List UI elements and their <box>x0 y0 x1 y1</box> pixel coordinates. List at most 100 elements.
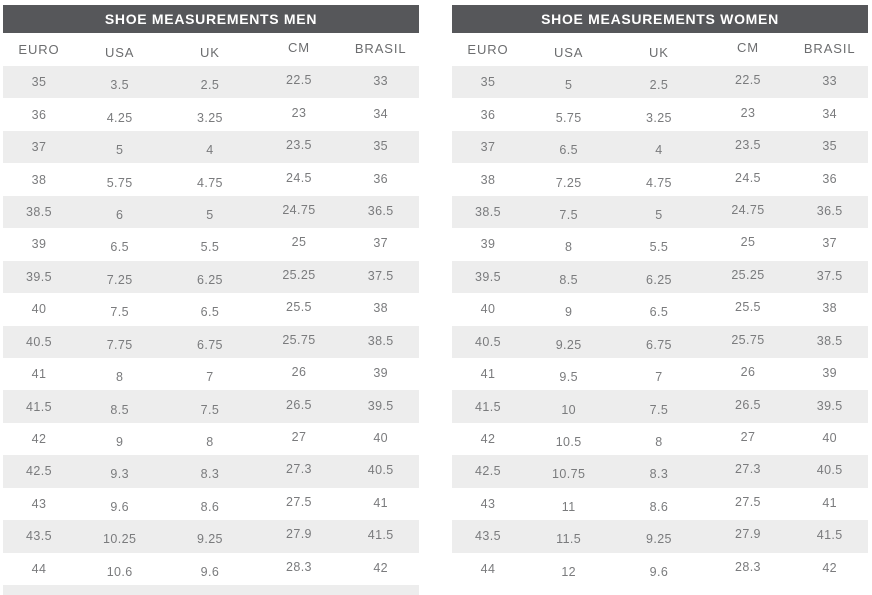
cell-usa: 10.75 <box>552 467 586 482</box>
cell-cm: 27.3 <box>285 462 312 477</box>
cell-usa: 5 <box>564 78 573 93</box>
cell-cm: 25.5 <box>285 300 312 315</box>
cell-cm: 22.5 <box>285 73 312 88</box>
cell-euro: 38 <box>480 172 496 187</box>
cell-uk: 2.5 <box>649 78 669 93</box>
cell-euro: 40.5 <box>475 334 501 349</box>
table-row: 43 11 8.6 27.5 41 <box>452 488 868 520</box>
cell-cm: 24.75 <box>282 202 316 217</box>
cell-euro: 39 <box>480 237 496 252</box>
cell-brasil: 40 <box>373 431 389 446</box>
cell-brasil: 38.5 <box>816 333 843 348</box>
cell-uk: 7.5 <box>200 402 220 417</box>
table-row: 42 10.5 8 27 40 <box>452 423 868 455</box>
table-title-men: SHOE MEASUREMENTS MEN <box>3 5 419 33</box>
cell-cm: 25 <box>740 235 756 250</box>
cell-uk: 8.3 <box>649 467 669 482</box>
cell-uk: 2.5 <box>200 78 220 93</box>
cell-brasil: 33 <box>373 74 389 89</box>
cell-cm: 25.75 <box>731 332 765 347</box>
cell-euro: 38.5 <box>475 204 501 219</box>
column-header-cm: CM <box>736 40 759 55</box>
partial-next-row <box>3 585 419 595</box>
cell-euro: 39 <box>31 237 47 252</box>
cell-euro: 41.5 <box>26 399 52 414</box>
cell-uk: 6.75 <box>196 337 223 352</box>
cell-brasil: 36.5 <box>367 203 394 218</box>
cell-cm: 27 <box>291 430 307 445</box>
table-row: 37 5 4 23.5 35 <box>3 130 419 164</box>
cell-brasil: 38.5 <box>367 333 394 348</box>
cell-usa: 11 <box>561 499 576 514</box>
cell-cm: 23.5 <box>285 138 312 153</box>
cell-brasil: 34 <box>822 106 838 121</box>
table-row: 39.5 7.25 6.25 25.25 37.5 <box>3 260 419 294</box>
table-title-women: SHOE MEASUREMENTS WOMEN <box>452 5 868 33</box>
cell-brasil: 42 <box>373 560 389 575</box>
cell-uk: 3.25 <box>196 110 223 125</box>
cell-brasil: 42 <box>822 560 838 575</box>
cell-brasil: 35 <box>373 139 389 154</box>
cell-cm: 24.5 <box>734 170 761 185</box>
table-row: 40.5 9.25 6.75 25.75 38.5 <box>452 325 868 358</box>
cell-euro: 37 <box>31 140 47 155</box>
cell-euro: 43.5 <box>26 529 52 544</box>
cell-cm: 23 <box>291 105 307 120</box>
cell-uk: 4 <box>655 143 663 158</box>
cell-usa: 5.75 <box>106 175 133 190</box>
cell-brasil: 38 <box>822 301 838 316</box>
cell-usa: 7.75 <box>106 337 133 352</box>
cell-usa: 7.25 <box>106 272 133 287</box>
cell-cm: 27.9 <box>734 527 761 542</box>
cell-cm: 27.5 <box>285 494 312 509</box>
cell-uk: 9.6 <box>649 564 669 579</box>
cell-brasil: 40.5 <box>816 463 843 478</box>
table-row: 42.5 10.75 8.3 27.3 40.5 <box>452 455 868 488</box>
cell-brasil: 38 <box>373 301 389 316</box>
cell-uk: 5 <box>206 207 214 222</box>
cell-euro: 42.5 <box>475 464 501 479</box>
cell-usa: 9 <box>115 435 124 450</box>
cell-euro: 35 <box>31 75 47 90</box>
cell-brasil: 41 <box>373 495 389 510</box>
cell-usa: 8.5 <box>559 272 578 287</box>
table-row: 35 5 2.5 22.5 33 <box>452 66 868 99</box>
table-row: 42 9 8 27 40 <box>3 423 419 455</box>
cell-uk: 7 <box>206 370 214 385</box>
cell-usa: 5 <box>115 143 124 158</box>
cell-euro: 44 <box>480 561 496 576</box>
cell-usa: 8 <box>564 240 573 255</box>
cell-uk: 8.6 <box>200 499 220 514</box>
cell-cm: 26 <box>291 365 307 380</box>
cell-cm: 25.75 <box>282 332 316 347</box>
table-row: 38 5.75 4.75 24.5 36 <box>3 163 419 195</box>
table-row: 43.5 11.5 9.25 27.9 41.5 <box>452 520 868 553</box>
cell-euro: 42 <box>480 432 496 447</box>
table-row: 41.5 8.5 7.5 26.5 39.5 <box>3 390 419 423</box>
cell-uk: 4 <box>206 143 214 158</box>
cell-uk: 5.5 <box>649 240 669 255</box>
cell-uk: 8.6 <box>649 499 669 514</box>
table-row: 40 9 6.5 25.5 38 <box>452 293 868 325</box>
cell-uk: 8 <box>655 435 663 450</box>
cell-euro: 42 <box>31 432 47 447</box>
cell-uk: 6.5 <box>649 305 669 320</box>
cell-usa: 5.75 <box>555 110 582 125</box>
table-body: 35 5 2.5 22.5 33 36 5.75 3.25 23 34 37 6.5 4 23.5 35 38… <box>452 66 868 585</box>
cell-usa: 10.6 <box>106 564 133 579</box>
cell-uk: 8.3 <box>200 467 220 482</box>
cell-usa: 6.5 <box>110 240 129 255</box>
cell-cm: 27.3 <box>734 462 761 477</box>
table-row: 44 12 9.6 28.3 42 <box>452 553 868 585</box>
cell-euro: 43.5 <box>475 529 501 544</box>
cell-usa: 7.25 <box>555 175 582 190</box>
table-row: 39 8 5.5 25 37 <box>452 228 868 260</box>
cell-usa: 9.6 <box>110 499 129 514</box>
cell-brasil: 41.5 <box>367 528 394 543</box>
cell-brasil: 40 <box>822 431 838 446</box>
cell-cm: 24.75 <box>731 202 765 217</box>
cell-usa: 10 <box>561 402 577 417</box>
cell-uk: 4.75 <box>645 175 672 190</box>
column-header-uk: UK <box>649 45 669 60</box>
cell-cm: 25 <box>291 235 307 250</box>
